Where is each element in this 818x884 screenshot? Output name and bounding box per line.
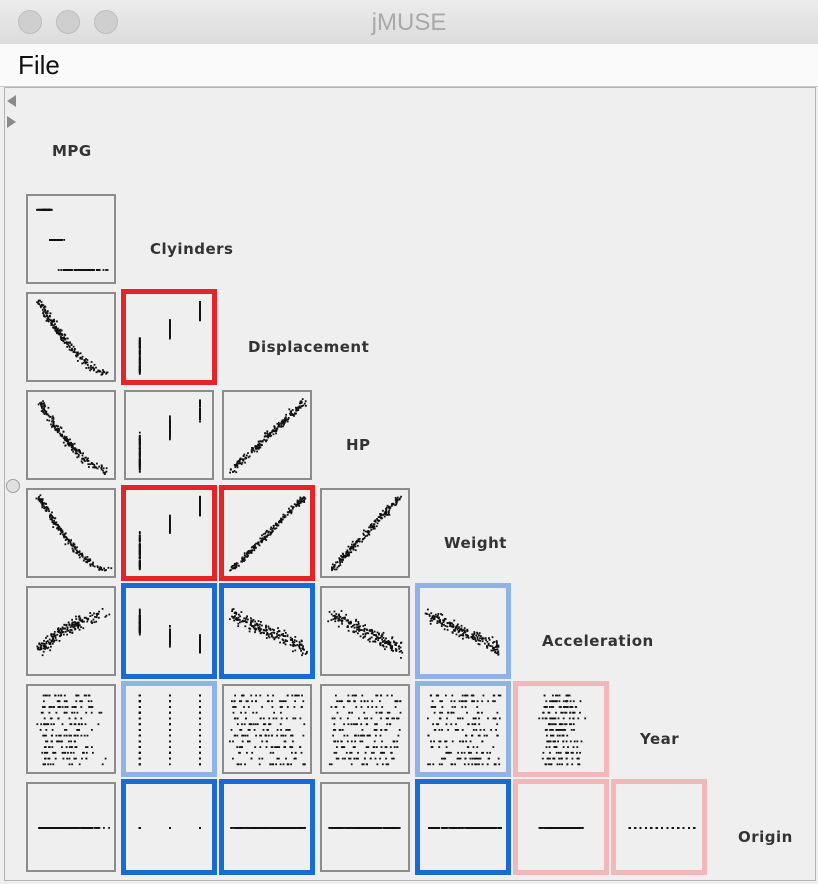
menu-bar: File bbox=[0, 44, 818, 87]
scatter-cell-origin-vs-weight[interactable] bbox=[415, 779, 511, 875]
scatter-cell-origin-vs-displacement[interactable] bbox=[219, 779, 315, 875]
scatter-points bbox=[138, 399, 201, 473]
variable-label-origin: Origin bbox=[738, 828, 793, 846]
scatter-cell-acceleration-vs-clyinders[interactable] bbox=[121, 583, 217, 679]
close-window-button[interactable] bbox=[18, 10, 42, 34]
scatter-points bbox=[628, 827, 696, 829]
scatter-cell-year-vs-acceleration[interactable] bbox=[513, 681, 609, 777]
main-content: MPG Clyinders Displacement HP Weight Accelera… bbox=[0, 87, 818, 884]
scatter-points bbox=[138, 301, 201, 375]
scatter-cell-displacement-vs-mpg[interactable] bbox=[26, 292, 116, 382]
scatter-points bbox=[38, 827, 110, 829]
variable-label-weight: Weight bbox=[444, 534, 507, 552]
collapse-left-arrow-icon[interactable] bbox=[7, 95, 16, 107]
scatter-points bbox=[328, 694, 402, 766]
title-bar[interactable]: jMUSE bbox=[0, 0, 818, 45]
variable-label-year: Year bbox=[640, 730, 680, 748]
scatter-cell-year-vs-hp[interactable] bbox=[320, 684, 410, 774]
scatter-points bbox=[327, 610, 404, 659]
scatter-cell-acceleration-vs-mpg[interactable] bbox=[26, 586, 116, 676]
scatter-points bbox=[138, 608, 201, 654]
scatter-points bbox=[36, 208, 109, 271]
scatter-points bbox=[36, 299, 109, 376]
scatter-points bbox=[37, 400, 108, 475]
menu-file[interactable]: File bbox=[18, 50, 60, 80]
scatter-points bbox=[538, 694, 587, 766]
split-pane-handle[interactable] bbox=[6, 479, 20, 493]
scatter-points bbox=[328, 827, 401, 829]
scatter-cell-origin-vs-acceleration[interactable] bbox=[513, 779, 609, 875]
variable-label-clyinders: Clyinders bbox=[150, 240, 234, 258]
scatter-cell-hp-vs-mpg[interactable] bbox=[26, 390, 116, 480]
scatter-cell-weight-vs-clyinders[interactable] bbox=[121, 485, 217, 581]
scatter-cell-origin-vs-mpg[interactable] bbox=[26, 782, 116, 872]
scatter-points bbox=[331, 495, 402, 572]
scatter-points bbox=[138, 827, 201, 829]
scatter-cell-acceleration-vs-displacement[interactable] bbox=[219, 583, 315, 679]
scatter-points bbox=[36, 608, 111, 657]
scatter-points bbox=[229, 608, 308, 657]
scatter-cell-year-vs-displacement[interactable] bbox=[222, 684, 312, 774]
scatter-points bbox=[229, 496, 307, 572]
scatter-points bbox=[138, 694, 201, 766]
scatter-points bbox=[35, 494, 113, 572]
scatter-cell-hp-vs-displacement[interactable] bbox=[222, 390, 312, 480]
variable-label-mpg: MPG bbox=[52, 142, 92, 160]
expand-right-arrow-icon[interactable] bbox=[7, 116, 16, 128]
scatter-points bbox=[230, 827, 306, 829]
scatter-points bbox=[538, 827, 584, 829]
scatter-cell-clyinders-vs-mpg[interactable] bbox=[26, 194, 116, 284]
scatter-points bbox=[229, 694, 306, 766]
scatter-points bbox=[138, 495, 201, 571]
scatter-cell-year-vs-weight[interactable] bbox=[415, 681, 511, 777]
scatter-cell-origin-vs-hp[interactable] bbox=[320, 782, 410, 872]
scatter-points bbox=[428, 827, 502, 829]
variable-label-displacement: Displacement bbox=[248, 338, 370, 356]
scatter-points bbox=[229, 398, 307, 474]
scatter-points bbox=[424, 608, 500, 656]
scatter-points bbox=[427, 694, 502, 766]
scatter-cell-displacement-vs-clyinders[interactable] bbox=[121, 289, 217, 385]
scatter-cell-acceleration-vs-weight[interactable] bbox=[415, 583, 511, 679]
window-title: jMUSE bbox=[371, 9, 447, 36]
scatter-cell-hp-vs-clyinders[interactable] bbox=[124, 390, 214, 480]
scatter-cell-origin-vs-year[interactable] bbox=[611, 779, 707, 875]
scatter-cell-year-vs-mpg[interactable] bbox=[26, 684, 116, 774]
scatter-cell-weight-vs-hp[interactable] bbox=[320, 488, 410, 578]
scatter-points bbox=[36, 694, 107, 766]
variable-label-hp: HP bbox=[346, 436, 371, 454]
minimize-window-button[interactable] bbox=[56, 10, 80, 34]
scatter-cell-weight-vs-displacement[interactable] bbox=[219, 485, 315, 581]
scatter-cell-year-vs-clyinders[interactable] bbox=[121, 681, 217, 777]
scatter-cell-weight-vs-mpg[interactable] bbox=[26, 488, 116, 578]
variable-label-acceleration: Acceleration bbox=[542, 632, 654, 650]
zoom-window-button[interactable] bbox=[94, 10, 118, 34]
scatter-cell-origin-vs-clyinders[interactable] bbox=[121, 779, 217, 875]
scatter-cell-acceleration-vs-hp[interactable] bbox=[320, 586, 410, 676]
